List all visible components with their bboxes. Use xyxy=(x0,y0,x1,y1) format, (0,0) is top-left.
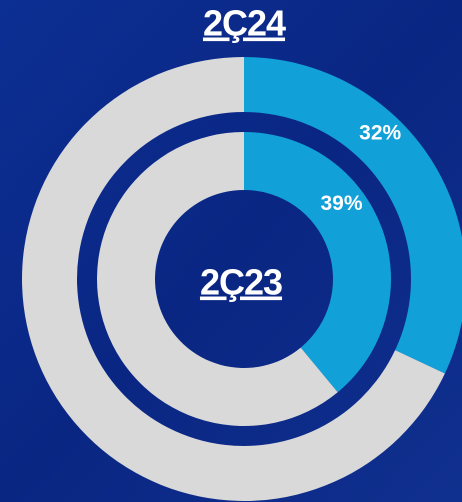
donut-segment xyxy=(96,132,338,427)
rings xyxy=(22,57,462,501)
donut-segment xyxy=(244,57,462,374)
inner-title: 2Ç23 xyxy=(200,262,282,303)
value-label: 32% xyxy=(359,122,401,145)
outer-title: 2Ç24 xyxy=(203,3,286,44)
value-label: 39% xyxy=(320,192,362,215)
donut-segment xyxy=(244,132,391,393)
